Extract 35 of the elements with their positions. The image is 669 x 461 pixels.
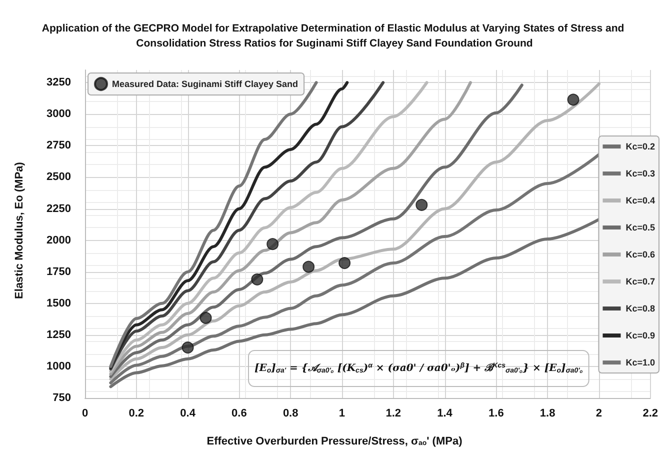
x-tick-label: 2 [596, 408, 602, 420]
y-tick-label: 2750 [46, 140, 71, 152]
x-tick-label: 0.4 [180, 408, 196, 420]
x-tick-label: 1.8 [540, 408, 556, 420]
chart-title: Application of the GECPRO Model for Extrapolative Determination of Elastic Modulus at Varying States of Stress and Consolidation Stress Ratios for Suginami Stiff Clayey Sand Foundation Ground [42, 22, 628, 50]
y-tick-label: 2250 [46, 202, 71, 215]
y-tick-label: 750 [52, 392, 71, 404]
y-tick-label: 1750 [46, 266, 71, 278]
legend-label: Kc=0.4 [626, 196, 656, 206]
legend-label: Kc=0.5 [626, 222, 656, 232]
y-tick-label: 2000 [46, 234, 71, 246]
y-tick-label: 2500 [46, 171, 71, 184]
y-tick-label: 3250 [46, 76, 71, 89]
x-tick-label: 0 [82, 408, 88, 420]
legend-label: Kc=0.7 [626, 276, 656, 286]
y-axis-title: Elastic Modulus, Eo (MPa) [14, 162, 26, 299]
x-tick-label: 1.4 [437, 408, 454, 420]
legend-label: Kc=0.6 [626, 250, 656, 260]
legend-label: Kc=1.0 [626, 358, 656, 368]
y-tick-label: 1500 [46, 297, 71, 310]
legend-label: Kc=0.9 [626, 330, 656, 340]
legend-label: Kc=0.8 [626, 304, 656, 314]
legend-label: Measured Data: Suginami Stiff Clayey Sand [112, 79, 298, 89]
y-tick-label: 3000 [46, 108, 71, 120]
x-tick-label: 2.2 [642, 408, 658, 420]
x-tick-label: 1 [338, 408, 346, 420]
x-tick-label: 1.2 [386, 408, 402, 420]
x-tick-label: 1.6 [488, 408, 504, 420]
legend-label: Kc=0.3 [626, 168, 656, 178]
y-tick-label: 1250 [46, 328, 71, 341]
x-tick-label: 0.8 [282, 408, 298, 420]
legend-label: Kc=0.2 [626, 142, 656, 152]
x-tick-label: 0.2 [128, 408, 144, 420]
y-tick-label: 1000 [46, 360, 71, 372]
x-tick-label: 0.6 [232, 408, 247, 420]
